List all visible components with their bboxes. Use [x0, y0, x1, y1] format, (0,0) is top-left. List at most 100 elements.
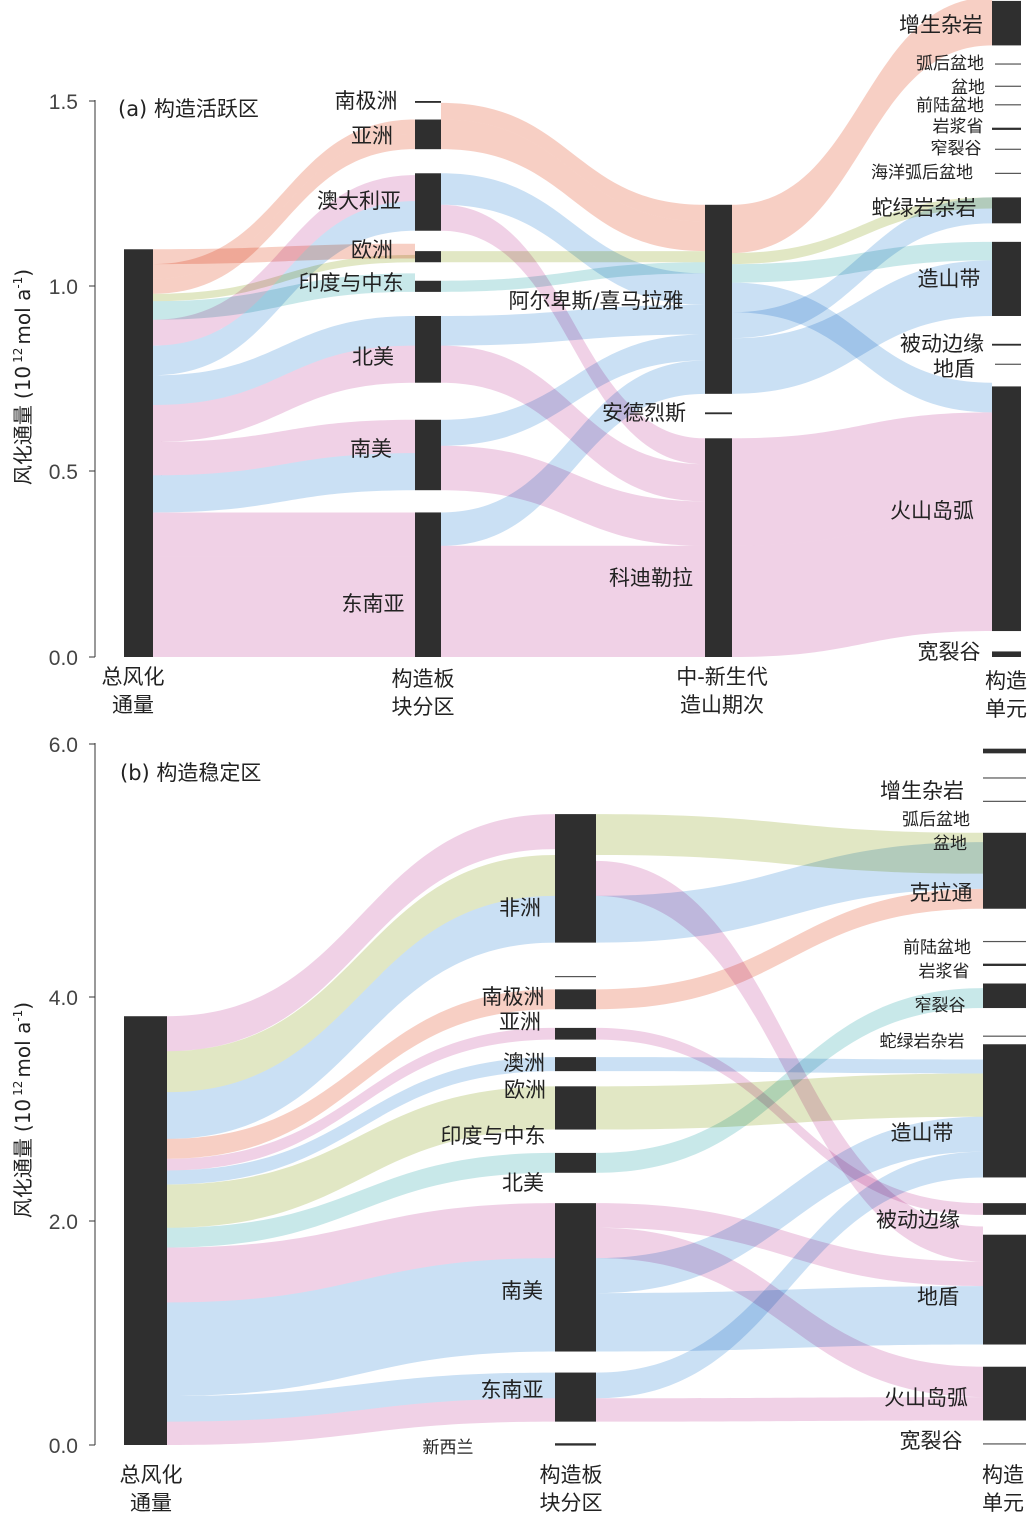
panel-a-flow-alpine-to-volcanic_arc [732, 282, 992, 413]
panel-b-flow-africa-to-shield [596, 860, 983, 1262]
panel-a-col1-label-2: 块分区 [392, 695, 455, 719]
panel-b-label-craton: 克拉通 [910, 881, 973, 905]
panel-b-node-craton [983, 832, 1026, 909]
panel-a-label-basin: 盆地 [951, 78, 985, 98]
panel-b-col2-label-2: 单元 [982, 1491, 1024, 1515]
panel-b-tick-label-3: 6.0 [49, 734, 78, 757]
panel-a-node-rift [995, 148, 1021, 150]
panel-b-label-foreland: 前陆盆地 [903, 938, 971, 958]
panel-b-label-seasia: 东南亚 [481, 1378, 544, 1402]
panel-a-node-samerica [415, 419, 441, 491]
panel-a-label-namerica: 北美 [352, 345, 394, 369]
panel-b-flow-africa-to-craton [596, 814, 983, 874]
panel-b-label-europe: 欧洲 [504, 1078, 546, 1102]
panel-a-node-europe [415, 251, 441, 263]
panel-b-node-ophiolite [983, 1035, 1026, 1037]
panel-b-node-africa [555, 814, 596, 943]
panel-b-label-aus: 澳洲 [503, 1051, 545, 1075]
panel-b-title: (b) 构造稳定区 [120, 761, 261, 785]
panel-a-flow-australia-to-cordillera [441, 204, 705, 465]
panel-a-node-ophiolite [992, 197, 1021, 224]
panel-a-node-asia [415, 119, 441, 150]
panel-a-node-andean [705, 412, 732, 415]
panel-a-label-ocean-backarc: 海洋弧后盆地 [871, 163, 973, 183]
panel-a-col1-label-1: 构造板 [392, 667, 455, 691]
panel-b-node-volcanic_arc [983, 1366, 1026, 1421]
panel-a-label-lip: 岩浆省 [933, 117, 984, 137]
panel-a-node-antarctica [415, 101, 441, 103]
panel-a-flow-cordillera-to-volcanic_arc [732, 412, 992, 546]
panel-b-flow-total-to-namerica [167, 1152, 555, 1248]
panel-a-flow-europe-to-alpine [441, 251, 705, 263]
panel-b-flow-total-to-africa [167, 854, 555, 1093]
panel-b-flow-samerica-to-volcanic_arc [596, 1227, 983, 1398]
panel-a-node-wide_rift [992, 651, 1021, 657]
panel-b-flow-total-to-aus [167, 1027, 555, 1171]
panel-b-col1-label-1: 构造板 [540, 1463, 603, 1487]
panel-a-flow-alpine-to-orogen [732, 260, 992, 394]
panel-a-nodes [124, 0, 1021, 657]
panel-a-label-australia: 澳大利亚 [317, 189, 401, 213]
panel-b-flow-seasia-to-orogen [596, 1151, 983, 1399]
panel-b-label-orogen: 造山带 [891, 1121, 954, 1145]
panel-a-label-shield: 地盾 [933, 357, 975, 381]
panel-a-node-foreland [995, 104, 1021, 106]
panel-b-label-antarctica: 南极洲 [482, 985, 545, 1009]
panel-a-flow-total-to-namerica [153, 315, 415, 405]
panel-a-label-wide-rift: 宽裂谷 [918, 640, 981, 664]
panel-a-label-passive: 被动边缘 [900, 332, 984, 356]
panel-b-label-shield: 地盾 [917, 1285, 959, 1309]
panel-b-node-lip [983, 963, 1026, 966]
panel-a-flow-samerica-to-alpine [441, 334, 705, 446]
panel-a-label-accretion: 增生杂岩 [899, 13, 983, 37]
panel-b-col2-label-1: 构造 [982, 1463, 1024, 1487]
panel-b-col0-label-2: 通量 [130, 1491, 172, 1515]
panel-a-tick-label-2: 1.0 [49, 276, 78, 299]
panel-a-flow-cordillera-to-volcanic_arc [732, 519, 992, 657]
panel-b-flow-total-to-samerica [167, 1258, 555, 1396]
panel-a-node-india_me [415, 280, 441, 292]
panel-b-node-antarctica [555, 975, 596, 978]
panel-a-label-asia: 亚洲 [351, 124, 393, 148]
panel-a-title: (a) 构造活跃区 [118, 97, 259, 121]
panel-b-flow-total-to-seasia [167, 1372, 555, 1422]
panel-b-flow-total-to-asia [167, 989, 555, 1159]
panel-a-flow-total-to-europe [153, 243, 415, 265]
panel-a-col0-label-1: 总风化 [102, 665, 165, 689]
panel-a-flow-namerica-to-cordillera [441, 345, 705, 502]
panel-a-label-orogen: 造山带 [918, 267, 981, 291]
panel-b-label-samerica: 南美 [501, 1279, 543, 1303]
panel-a-flow-asia-to-alpine [441, 119, 705, 252]
panel-b-flow-total-to-africa [167, 895, 555, 1139]
panel-b-node-asia [555, 989, 596, 1010]
panel-a-label-alpine: 阿尔卑斯/喜马拉雅 [508, 289, 683, 313]
panel-a-col3-label-2: 单元 [985, 697, 1027, 721]
panel-b-flow-india_me-to-orogen [596, 1073, 983, 1130]
panel-a-node-alpine [705, 204, 732, 394]
panel-b-tick-label-2: 4.0 [49, 987, 78, 1010]
panel-b-label-nz: 新西兰 [423, 1438, 474, 1458]
panel-a-node-passive [992, 343, 1021, 346]
panel-a-tick-label-3: 1.5 [49, 91, 78, 114]
panel-b-flow-samerica-to-shield [596, 1203, 983, 1287]
panel-b-node-foreland [983, 940, 1026, 943]
panel-a-node-seasia [415, 512, 441, 657]
panel-a-ylabel: 风化通量(1012mol a-1) [11, 269, 35, 485]
panel-b-flow-asia-to-craton [596, 888, 983, 1010]
panel-b-label-rift: 窄裂谷 [915, 996, 966, 1016]
panel-a-label-ophiolite: 蛇绿岩杂岩 [872, 196, 977, 220]
panel-b-flow-total-to-seasia [167, 1398, 555, 1445]
panel-b-node-india_me [555, 1086, 596, 1130]
panel-a-flow-total-to-samerica [153, 419, 415, 476]
panel-b-flows [167, 814, 983, 1445]
panel-b-node-passive [983, 1203, 1026, 1215]
panel-b-label-wide-rift: 宽裂谷 [900, 1429, 963, 1453]
panel-a-flow-total-to-seasia [153, 512, 415, 557]
panel-a-col3-label-1: 构造 [985, 669, 1027, 693]
panel-b-node-basin [983, 800, 1026, 802]
panel-a: 0.0 0.5 1.0 1.5 风化通量(1012mol a-1) (a) 构造… [11, 0, 1027, 721]
panel-b-node-orogen [983, 1044, 1026, 1178]
panel-a-flow-samerica-to-cordillera [441, 445, 705, 546]
panel-a-col0-label-2: 通量 [112, 693, 154, 717]
panel-a-flow-total-to-india_me [153, 273, 415, 320]
